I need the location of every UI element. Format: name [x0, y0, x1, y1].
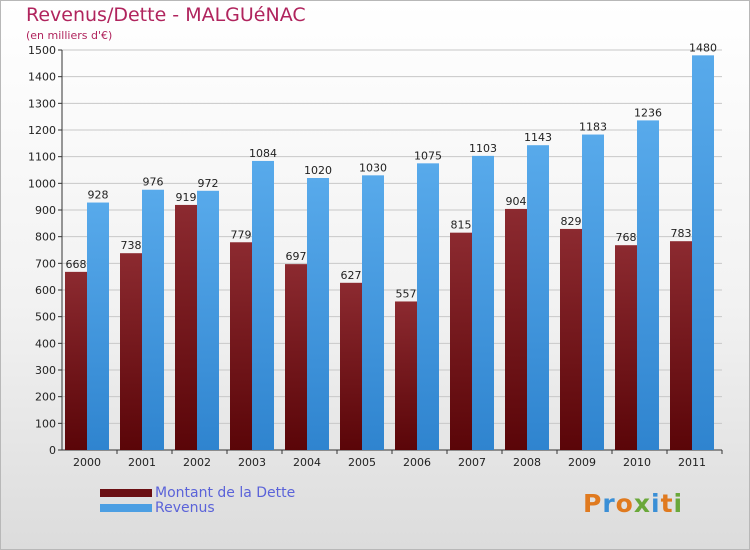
- debt-value-label: 738: [121, 239, 142, 252]
- revenue-bar: [87, 202, 109, 450]
- debt-value-label: 919: [176, 191, 197, 204]
- y-tick-label: 800: [35, 231, 56, 244]
- logo-letter: i: [651, 489, 661, 518]
- y-tick-label: 600: [35, 284, 56, 297]
- debt-bar: [505, 208, 527, 450]
- revenue-value-label: 1020: [304, 164, 332, 177]
- revenue-bar: [417, 163, 439, 451]
- y-tick-label: 700: [35, 257, 56, 270]
- debt-value-label: 627: [341, 269, 362, 282]
- x-tick-label: 2010: [623, 456, 651, 469]
- revenue-value-label: 1143: [524, 131, 552, 144]
- legend-swatch-debt: [100, 489, 152, 497]
- y-tick-label: 1100: [28, 151, 56, 164]
- revenue-bar: [582, 134, 604, 451]
- revenue-value-label: 1236: [634, 106, 662, 119]
- debt-value-label: 779: [231, 228, 252, 241]
- x-tick-label: 2009: [568, 456, 596, 469]
- debt-bar: [230, 242, 252, 450]
- debt-bar: [65, 271, 87, 450]
- y-tick-label: 0: [49, 444, 56, 457]
- logo-letter: o: [615, 489, 634, 518]
- y-tick-label: 1300: [28, 97, 56, 110]
- revenue-value-label: 1480: [689, 41, 717, 54]
- x-tick-label: 2008: [513, 456, 541, 469]
- revenue-bar: [692, 55, 714, 450]
- proxiti-logo: Proxiti: [583, 489, 683, 518]
- debt-value-label: 557: [396, 287, 417, 300]
- x-tick-label: 2011: [678, 456, 706, 469]
- revenue-bar: [527, 145, 549, 450]
- debt-value-label: 668: [66, 258, 87, 271]
- logo-letter: i: [673, 489, 684, 518]
- revenue-bar: [307, 178, 329, 450]
- x-tick-label: 2005: [348, 456, 376, 469]
- legend-label-debt: Montant de la Dette: [155, 485, 296, 501]
- revenue-value-label: 928: [88, 189, 109, 202]
- x-tick-label: 2001: [128, 456, 156, 469]
- y-tick-label: 500: [35, 311, 56, 324]
- y-tick-label: 1200: [28, 124, 56, 137]
- debt-value-label: 904: [506, 195, 527, 208]
- logo-letter: t: [660, 489, 674, 518]
- legend-label-revenue: Revenus: [155, 500, 215, 516]
- debt-value-label: 768: [616, 231, 637, 244]
- debt-value-label: 697: [286, 250, 307, 263]
- logo-letter: P: [583, 489, 603, 518]
- revenue-value-label: 1183: [579, 121, 607, 134]
- logo-letter: x: [633, 489, 651, 518]
- legend-item-revenue: Revenus: [100, 501, 295, 516]
- x-tick-label: 2002: [183, 456, 211, 469]
- revenue-value-label: 972: [198, 177, 219, 190]
- debt-value-label: 815: [451, 219, 472, 232]
- chart-subtitle: (en milliers d'€): [26, 29, 113, 42]
- revenue-bar: [637, 120, 659, 451]
- debt-bar: [120, 253, 142, 450]
- y-tick-label: 1000: [28, 177, 56, 190]
- revenue-value-label: 1103: [469, 142, 497, 155]
- revenue-bar: [472, 155, 494, 450]
- revenue-value-label: 1075: [414, 149, 442, 162]
- legend-item-debt: Montant de la Dette: [100, 486, 295, 501]
- debt-bar: [560, 228, 582, 450]
- legend: Montant de la Dette Revenus: [100, 486, 295, 516]
- revenue-value-label: 1030: [359, 161, 387, 174]
- x-tick-label: 2004: [293, 456, 321, 469]
- x-tick-label: 2007: [458, 456, 486, 469]
- chart-title: Revenus/Dette - MALGUéNAC: [26, 4, 306, 26]
- x-tick-label: 2006: [403, 456, 431, 469]
- debt-bar: [395, 301, 417, 450]
- y-tick-label: 1500: [28, 44, 56, 57]
- y-tick-label: 100: [35, 417, 56, 430]
- revenue-bar: [197, 190, 219, 451]
- revenue-value-label: 976: [143, 176, 164, 189]
- y-tick-label: 1400: [28, 71, 56, 84]
- debt-bar: [285, 264, 307, 450]
- x-tick-label: 2003: [238, 456, 266, 469]
- revenue-bar: [142, 189, 164, 450]
- debt-bar: [175, 204, 197, 450]
- debt-bar: [670, 241, 692, 450]
- revenue-bar: [252, 160, 274, 450]
- debt-bar: [450, 232, 472, 450]
- x-tick-label: 2000: [73, 456, 101, 469]
- y-tick-label: 900: [35, 204, 56, 217]
- debt-value-label: 829: [561, 215, 582, 228]
- revenue-bar: [362, 175, 384, 451]
- debt-value-label: 783: [671, 227, 692, 240]
- debt-bar: [340, 282, 362, 450]
- debt-bar: [615, 245, 637, 450]
- y-tick-label: 200: [35, 391, 56, 404]
- logo-letter: r: [602, 489, 616, 518]
- y-tick-label: 300: [35, 364, 56, 377]
- legend-swatch-revenue: [100, 504, 152, 512]
- revenue-value-label: 1084: [249, 147, 277, 160]
- y-tick-label: 400: [35, 337, 56, 350]
